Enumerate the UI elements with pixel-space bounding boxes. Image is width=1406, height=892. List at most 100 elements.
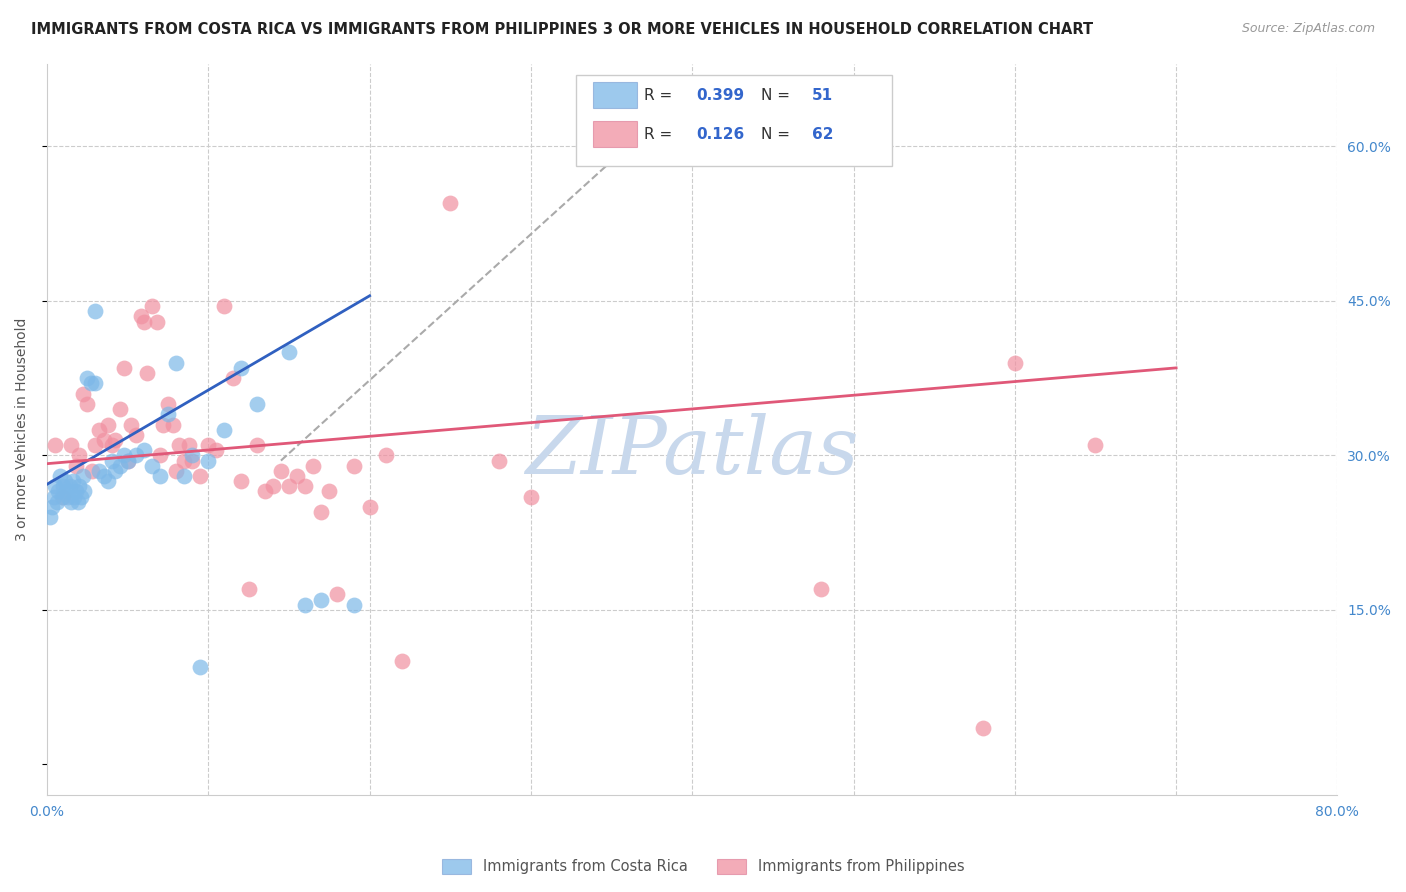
Point <box>108 402 131 417</box>
Point <box>173 453 195 467</box>
Point <box>49 469 72 483</box>
Point <box>76 397 98 411</box>
Point <box>302 458 325 473</box>
Point <box>326 587 349 601</box>
Point <box>136 366 159 380</box>
Text: 0.126: 0.126 <box>696 128 744 143</box>
Point <box>309 592 332 607</box>
Point <box>246 397 269 411</box>
Point <box>229 360 252 375</box>
Point <box>79 376 101 391</box>
Point <box>149 469 172 483</box>
Point <box>262 479 284 493</box>
Y-axis label: 3 or more Vehicles in Household: 3 or more Vehicles in Household <box>15 318 30 541</box>
Text: N =: N = <box>761 128 790 143</box>
Point <box>73 484 96 499</box>
Point <box>214 423 236 437</box>
Point <box>82 464 104 478</box>
Point <box>114 360 136 375</box>
Point <box>129 310 152 324</box>
Point <box>165 356 187 370</box>
Point <box>120 417 142 432</box>
Point <box>100 453 122 467</box>
Point <box>72 469 94 483</box>
Point <box>342 598 364 612</box>
Point <box>439 196 461 211</box>
Point <box>285 469 308 483</box>
Point <box>67 479 90 493</box>
Text: N =: N = <box>761 88 790 103</box>
Point <box>141 299 163 313</box>
Point <box>278 345 301 359</box>
Point <box>46 484 69 499</box>
Point <box>253 484 276 499</box>
Point <box>87 464 110 478</box>
Point <box>810 582 832 597</box>
Text: ZIPatlas: ZIPatlas <box>526 413 859 491</box>
Point <box>188 659 211 673</box>
Point <box>246 438 269 452</box>
Point <box>152 417 174 432</box>
Point <box>66 495 89 509</box>
Point <box>52 479 75 493</box>
Point <box>87 423 110 437</box>
Point <box>52 490 75 504</box>
Point <box>62 474 84 488</box>
Point <box>84 304 107 318</box>
Point <box>374 449 396 463</box>
Point <box>145 314 167 328</box>
Point <box>104 433 127 447</box>
Point <box>60 495 83 509</box>
Point <box>294 479 316 493</box>
Point <box>117 453 139 467</box>
Point <box>70 490 93 504</box>
FancyBboxPatch shape <box>593 81 637 108</box>
Point <box>157 407 180 421</box>
Text: R =: R = <box>644 128 672 143</box>
Point <box>76 371 98 385</box>
Point <box>65 458 87 473</box>
Point <box>278 479 301 493</box>
Point <box>97 417 120 432</box>
Point <box>181 453 204 467</box>
Point <box>162 417 184 432</box>
Text: 0.399: 0.399 <box>696 88 744 103</box>
Point <box>132 443 155 458</box>
Point <box>309 505 332 519</box>
Point <box>177 438 200 452</box>
Point <box>53 474 76 488</box>
Point <box>359 500 381 514</box>
Point <box>72 386 94 401</box>
Point <box>488 453 510 467</box>
Point <box>318 484 340 499</box>
Point <box>238 582 260 597</box>
Point <box>59 479 82 493</box>
Point <box>141 458 163 473</box>
Text: 62: 62 <box>813 128 834 143</box>
Point <box>93 433 115 447</box>
Point <box>165 464 187 478</box>
Point <box>169 438 191 452</box>
Legend: Immigrants from Costa Rica, Immigrants from Philippines: Immigrants from Costa Rica, Immigrants f… <box>436 853 970 880</box>
Point <box>229 474 252 488</box>
Point <box>342 458 364 473</box>
Point <box>44 479 66 493</box>
Point <box>93 469 115 483</box>
Point <box>205 443 228 458</box>
Point <box>39 510 62 524</box>
Point <box>125 427 148 442</box>
Point <box>173 469 195 483</box>
Point <box>97 474 120 488</box>
Point <box>391 654 413 668</box>
Point <box>197 438 219 452</box>
Point <box>104 464 127 478</box>
Point <box>221 371 243 385</box>
Point <box>84 438 107 452</box>
Point <box>181 449 204 463</box>
Point <box>188 469 211 483</box>
Text: 51: 51 <box>813 88 834 103</box>
Point <box>132 314 155 328</box>
Text: IMMIGRANTS FROM COSTA RICA VS IMMIGRANTS FROM PHILIPPINES 3 OR MORE VEHICLES IN : IMMIGRANTS FROM COSTA RICA VS IMMIGRANTS… <box>31 22 1092 37</box>
Point <box>1004 356 1026 370</box>
Point <box>520 490 543 504</box>
